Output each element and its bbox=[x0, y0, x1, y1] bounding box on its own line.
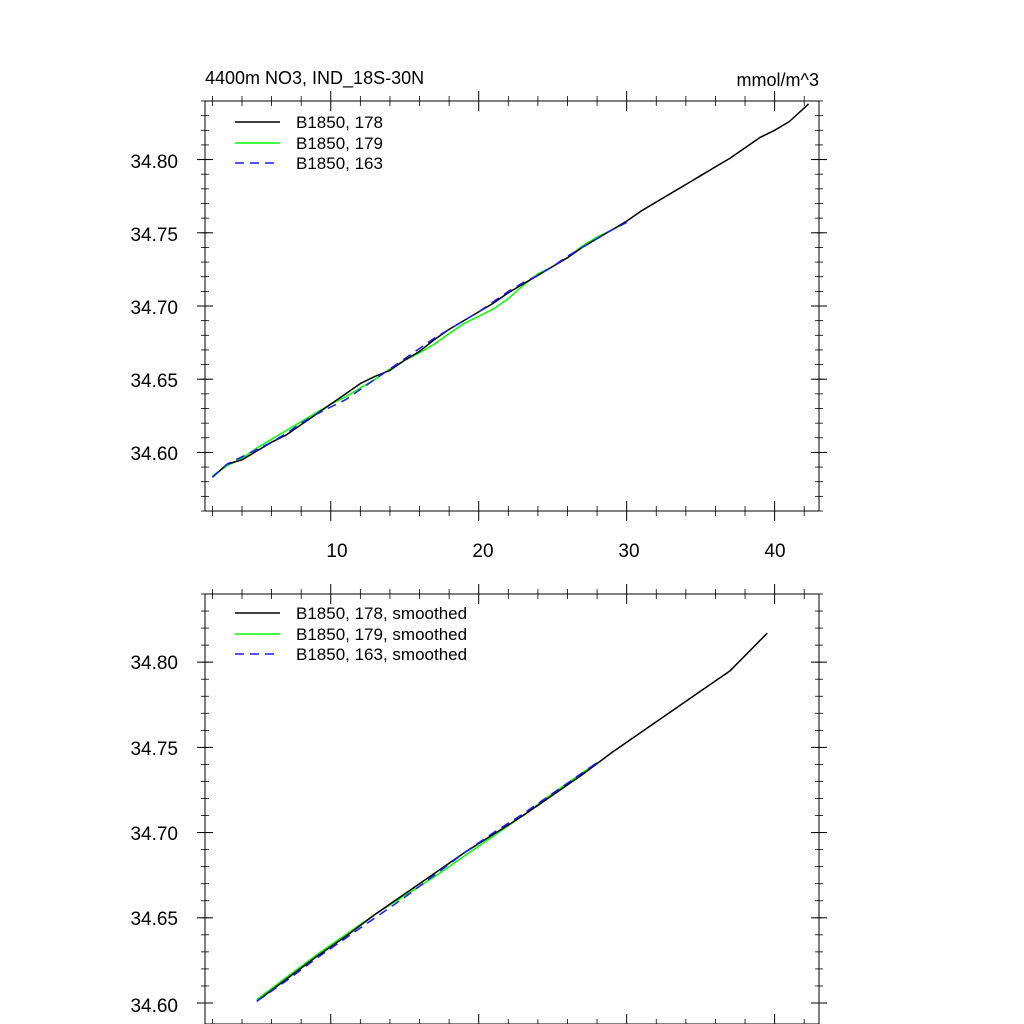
x-tick-label: 10 bbox=[326, 541, 347, 562]
bottom-ticks bbox=[197, 584, 827, 1024]
y-tick-label: 34.80 bbox=[130, 653, 178, 674]
top-ticks bbox=[197, 91, 827, 521]
series-line-163 bbox=[211, 221, 628, 478]
legend-label-163: B1850, 163 bbox=[296, 154, 383, 173]
series-line-178 bbox=[256, 632, 768, 1002]
y-tick-label: 34.65 bbox=[130, 909, 178, 930]
legend-label-178: B1850, 178 bbox=[296, 113, 383, 132]
y-tick-label: 34.65 bbox=[130, 371, 178, 392]
top-series bbox=[211, 103, 810, 478]
series-line-178 bbox=[211, 103, 810, 478]
bottom-series bbox=[256, 632, 768, 1002]
legend-label-178-smoothed: B1850, 178, smoothed bbox=[296, 604, 467, 623]
units-label: mmol/m^3 bbox=[737, 70, 819, 90]
chart-title: 4400m NO3, IND_18S-30N bbox=[205, 68, 424, 89]
bottom-plot-frame bbox=[204, 593, 820, 1024]
legend-label-163-smoothed: B1850, 163, smoothed bbox=[296, 645, 467, 664]
top-x-tick-labels: 10 20 30 40 bbox=[326, 541, 785, 562]
bottom-y-tick-labels: 34.60 34.65 34.70 34.75 34.80 bbox=[130, 653, 178, 1017]
top-panel: 4400m NO3, IND_18S-30N mmol/m^3 34.60 34… bbox=[130, 68, 827, 562]
y-tick-label: 34.70 bbox=[130, 298, 178, 319]
y-tick-label: 34.70 bbox=[130, 824, 178, 845]
bottom-legend: B1850, 178, smoothed B1850, 179, smoothe… bbox=[235, 604, 467, 664]
x-tick-label: 40 bbox=[764, 541, 785, 562]
y-tick-label: 34.75 bbox=[130, 739, 178, 760]
y-tick-label: 34.60 bbox=[130, 996, 178, 1017]
y-tick-label: 34.80 bbox=[130, 152, 178, 173]
series-line-163 bbox=[256, 762, 598, 1002]
y-tick-label: 34.60 bbox=[130, 444, 178, 465]
y-tick-label: 34.75 bbox=[130, 225, 178, 246]
legend-label-179-smoothed: B1850, 179, smoothed bbox=[296, 625, 467, 644]
bottom-panel: 34.60 34.65 34.70 34.75 34.80 B1850, 178… bbox=[130, 584, 827, 1024]
legend-label-179: B1850, 179 bbox=[296, 134, 383, 153]
x-tick-label: 20 bbox=[472, 541, 493, 562]
top-legend: B1850, 178 B1850, 179 B1850, 163 bbox=[235, 113, 383, 173]
top-y-tick-labels: 34.60 34.65 34.70 34.75 34.80 bbox=[130, 152, 178, 465]
x-tick-label: 30 bbox=[618, 541, 639, 562]
